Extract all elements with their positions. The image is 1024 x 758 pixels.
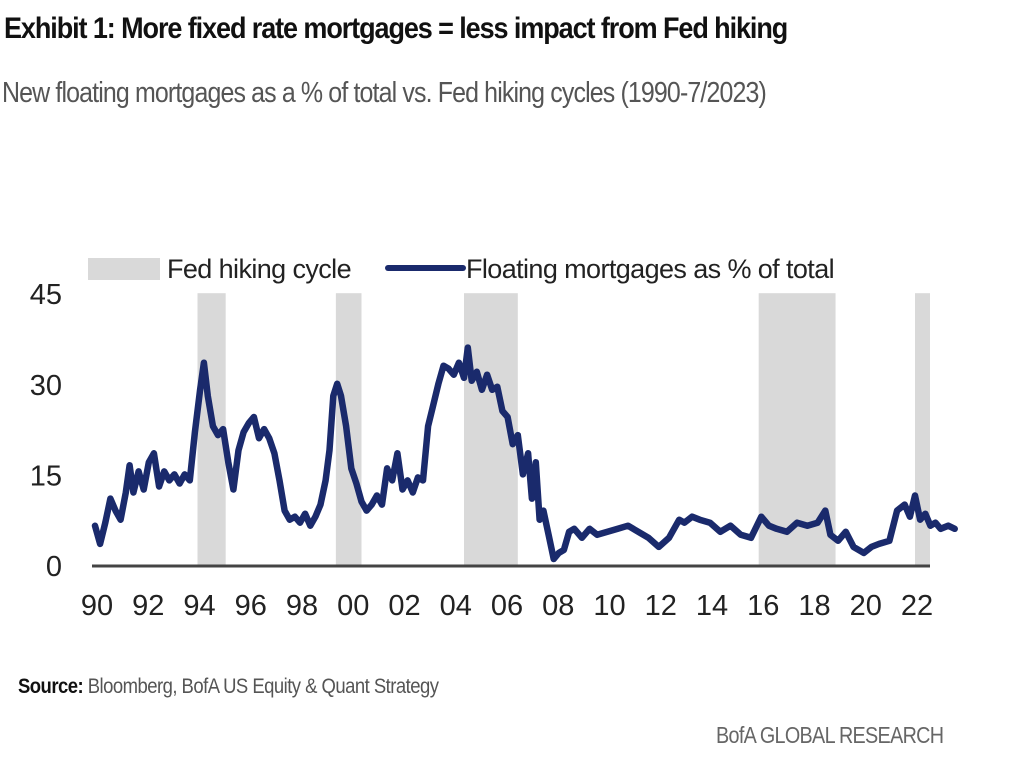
x-tick-label: 10	[593, 590, 625, 622]
source-note: Source: Bloomberg, BofA US Equity & Quan…	[18, 675, 439, 699]
series-line-floating-mortgages	[91, 344, 958, 563]
legend: Fed hiking cycle Floating mortgages as %…	[88, 254, 835, 284]
x-tick-label: 18	[798, 590, 830, 622]
y-tick-label: 45	[30, 279, 62, 311]
x-axis-labels: 90 92 94 96 98 00 02 04 06 08 10 12 14 16 18 20 22	[81, 590, 933, 622]
x-tick-label: 02	[388, 590, 420, 622]
x-tick-label: 96	[235, 590, 267, 622]
x-tick-label: 08	[542, 590, 574, 622]
chart: Fed hiking cycle Floating mortgages as %…	[30, 254, 958, 622]
y-tick-label: 30	[30, 370, 62, 402]
x-tick-label: 16	[747, 590, 779, 622]
legend-line-label: Floating mortgages as % of total	[466, 254, 834, 284]
chart-subtitle: New floating mortgages as a % of total v…	[2, 77, 767, 109]
brand-label: BofA GLOBAL RESEARCH	[716, 722, 944, 748]
x-tick-label: 22	[901, 590, 933, 622]
x-tick-label: 90	[81, 590, 113, 622]
x-tick-label: 04	[440, 590, 472, 622]
x-tick-label: 12	[645, 590, 677, 622]
hiking-cycle-band-4	[915, 293, 930, 565]
x-tick-label: 06	[491, 590, 523, 622]
x-tick-label: 98	[286, 590, 318, 622]
x-tick-label: 14	[696, 590, 728, 622]
source-label: Source:	[18, 675, 84, 698]
legend-band-label: Fed hiking cycle	[167, 254, 351, 284]
legend-band-swatch	[88, 258, 160, 280]
y-axis-labels: 0 15 30 45	[30, 279, 62, 583]
x-tick-label: 94	[183, 590, 215, 622]
x-tick-label: 00	[337, 590, 369, 622]
x-tick-label: 92	[132, 590, 164, 622]
x-tick-label: 20	[850, 590, 882, 622]
y-tick-label: 0	[46, 551, 62, 583]
source-text: Bloomberg, BofA US Equity & Quant Strate…	[83, 675, 439, 698]
y-tick-label: 15	[30, 460, 62, 492]
chart-title: Exhibit 1: More fixed rate mortgages = l…	[4, 12, 788, 45]
